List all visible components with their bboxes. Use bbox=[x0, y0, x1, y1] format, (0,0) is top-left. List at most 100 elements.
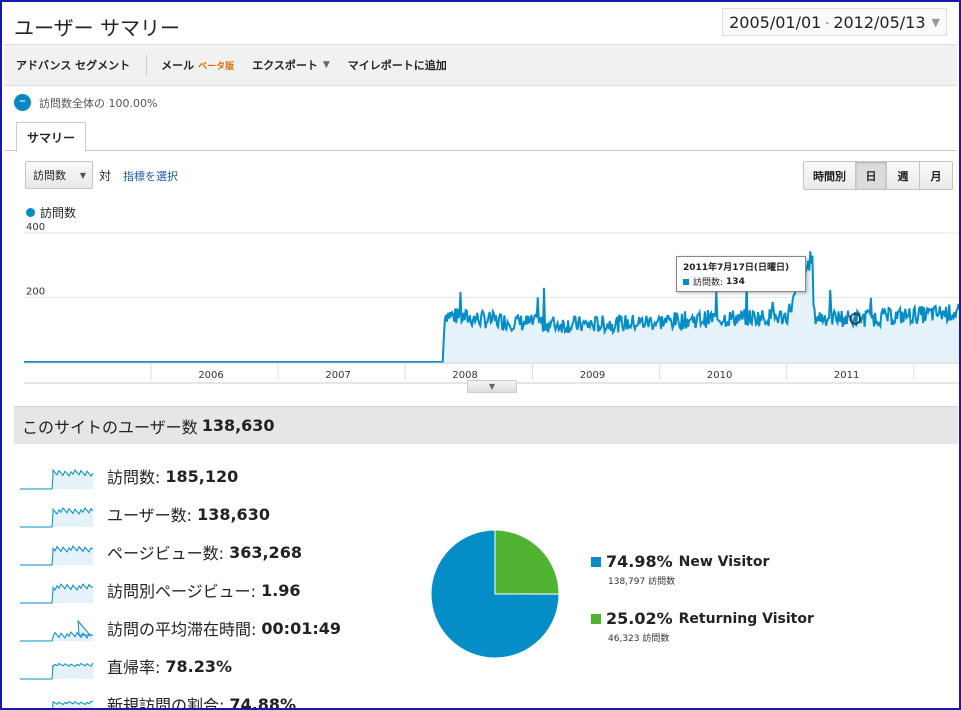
tooltip-value: 134 bbox=[726, 276, 745, 287]
choose-metric-link[interactable]: 指標を選択 bbox=[123, 170, 178, 183]
metric-label: ページビュー数: bbox=[107, 544, 225, 563]
tooltip-series-label: 訪問数: bbox=[693, 278, 724, 288]
metric-select-label: 訪問数 bbox=[33, 169, 66, 182]
visits-chart[interactable]: 4002002006200720082009201020112012 bbox=[24, 222, 959, 397]
banner-label: このサイトのユーザー数 bbox=[22, 417, 198, 437]
advanced-segments-label: アドバンス セグメント bbox=[16, 59, 131, 72]
metric-value: 00:01:49 bbox=[261, 618, 341, 638]
pie-slice[interactable] bbox=[494, 529, 560, 595]
series-area bbox=[24, 251, 959, 362]
export-label: エクスポート bbox=[252, 59, 318, 72]
segment-minus-icon[interactable]: – bbox=[14, 94, 31, 111]
metric-label: 直帰率: bbox=[107, 658, 161, 677]
granularity-day-button[interactable]: 日 bbox=[856, 162, 887, 189]
granularity-week-button[interactable]: 週 bbox=[887, 162, 920, 189]
x-tick-label: 2008 bbox=[452, 370, 477, 381]
email-label: メール bbox=[161, 59, 195, 72]
x-tick-label: 2007 bbox=[325, 370, 350, 381]
add-dashboard-label: マイレポートに追加 bbox=[347, 59, 447, 72]
metric-row[interactable]: 新規訪問の割合: 74.88% bbox=[20, 685, 400, 710]
pie-legend-name: Returning Visitor bbox=[678, 610, 814, 627]
metric-label: 訪問別ページビュー: bbox=[107, 582, 257, 601]
sparkline-icon bbox=[20, 545, 94, 566]
header: ユーザー サマリー 2005/01/01 - 2012/05/13 ▼ bbox=[4, 4, 957, 44]
tooltip-row: 訪問数: 134 bbox=[683, 275, 799, 288]
y-tick-label: 400 bbox=[26, 222, 45, 233]
tab-bar: サマリー bbox=[4, 120, 957, 152]
x-tick-label: 2010 bbox=[707, 370, 732, 381]
banner-value: 138,630 bbox=[201, 416, 275, 435]
page-title: ユーザー サマリー bbox=[14, 16, 180, 40]
users-banner: このサイトのユーザー数 138,630 bbox=[14, 406, 958, 444]
x-tick-label: 2011 bbox=[834, 370, 859, 381]
metric-row[interactable]: 直帰率: 78.23% bbox=[20, 647, 400, 685]
report-toolbar: アドバンス セグメント メール ベータ版 エクスポート ▼ マイレポートに追加 bbox=[4, 44, 957, 86]
pie-legend-item[interactable]: 25.02% Returning Visitor 46,323 訪問数 bbox=[591, 609, 814, 644]
metric-label: 訪問数: bbox=[107, 468, 161, 487]
date-separator: - bbox=[825, 15, 830, 29]
date-range-picker[interactable]: 2005/01/01 - 2012/05/13 ▼ bbox=[722, 8, 947, 36]
x-tick-label: 2009 bbox=[580, 370, 605, 381]
date-end: 2012/05/13 bbox=[833, 12, 926, 32]
hover-point[interactable] bbox=[849, 313, 861, 325]
pie-slice[interactable] bbox=[430, 529, 560, 659]
metric-value: 78.23% bbox=[165, 656, 233, 676]
chevron-down-icon: ▼ bbox=[322, 60, 330, 70]
granularity-month-button[interactable]: 月 bbox=[920, 162, 952, 189]
tooltip-date: 2011年7月17日(日曜日) bbox=[683, 263, 790, 273]
export-button[interactable]: エクスポート ▼ bbox=[252, 57, 330, 73]
date-start: 2005/01/01 bbox=[729, 12, 822, 32]
legend-square-icon bbox=[591, 556, 601, 567]
legend-label: 訪問数 bbox=[40, 206, 77, 220]
metric-label: 訪問の平均滞在時間: bbox=[107, 620, 257, 639]
chart-legend: 訪問数 bbox=[26, 204, 76, 221]
metric-row[interactable]: 訪問別ページビュー: 1.96 bbox=[20, 571, 400, 609]
email-button[interactable]: メール ベータ版 bbox=[161, 57, 234, 73]
sparkline-icon bbox=[52, 700, 94, 708]
tooltip-series-square-icon bbox=[683, 278, 689, 285]
y-tick-label: 200 bbox=[26, 287, 45, 298]
sparkline-icon bbox=[20, 468, 94, 490]
pie-legend-row: 25.02% Returning Visitor bbox=[591, 609, 814, 628]
add-to-dashboard-button[interactable]: マイレポートに追加 bbox=[348, 57, 447, 73]
advanced-segments-button[interactable]: アドバンス セグメント bbox=[16, 57, 130, 73]
granularity-hourly-button[interactable]: 時間別 bbox=[804, 162, 856, 189]
tab-summary-label: サマリー bbox=[26, 130, 75, 145]
pie-legend-count: 46,323 訪問数 bbox=[608, 634, 670, 644]
vs-label: 対 bbox=[99, 169, 112, 183]
granularity-toggle: 時間別 日 週 月 bbox=[803, 161, 953, 190]
segment-indicator[interactable]: – 訪問数全体の 100.00% bbox=[14, 94, 157, 111]
metric-value: 74.88% bbox=[229, 694, 297, 710]
metric-row[interactable]: 訪問数: 185,120 bbox=[20, 457, 400, 495]
metric-row[interactable]: ユーザー数: 138,630 bbox=[20, 495, 400, 533]
chevron-down-icon: ▼ bbox=[931, 15, 940, 29]
legend-square-icon bbox=[591, 613, 601, 624]
metric-label: 新規訪問の割合: bbox=[107, 696, 225, 710]
pie-legend-percent: 74.98% bbox=[606, 552, 673, 571]
metric-value: 363,268 bbox=[229, 542, 302, 562]
chart-svg: 4002002006200720082009201020112012 bbox=[24, 222, 959, 384]
pie-legend-count: 138,797 訪問数 bbox=[608, 577, 676, 587]
sparkline-icon bbox=[20, 662, 94, 680]
metric-label: ユーザー数: bbox=[107, 506, 193, 525]
pie-legend-percent: 25.02% bbox=[606, 609, 673, 628]
metric-select[interactable]: 訪問数 ▼ bbox=[25, 161, 93, 189]
segment-label: 訪問数全体の 100.00% bbox=[39, 96, 158, 110]
chevron-down-icon: ▼ bbox=[79, 170, 86, 180]
collapse-chart-button[interactable]: ▼ bbox=[467, 380, 517, 393]
pie-legend-item[interactable]: 74.98% New Visitor 138,797 訪問数 bbox=[591, 552, 814, 587]
x-tick-label: 2006 bbox=[198, 370, 223, 381]
sparkline-icon bbox=[20, 619, 93, 642]
metric-value: 185,120 bbox=[165, 466, 239, 486]
legend-dot-icon bbox=[26, 208, 35, 217]
pie-legend: 74.98% New Visitor 138,797 訪問数 25.02% Return… bbox=[591, 552, 814, 666]
tab-summary[interactable]: サマリー bbox=[16, 122, 86, 152]
metric-list: 訪問数: 185,120 ユーザー数: 138,630 ページビュー数: 363,268 訪… bbox=[20, 457, 400, 710]
metric-row[interactable]: ページビュー数: 363,268 bbox=[20, 533, 400, 571]
visitor-type-pie-chart[interactable] bbox=[430, 529, 560, 659]
metric-value: 1.96 bbox=[261, 580, 301, 600]
pie-legend-row: 74.98% New Visitor bbox=[591, 552, 814, 571]
metric-row[interactable]: 訪問の平均滞在時間: 00:01:49 bbox=[20, 609, 400, 647]
pie-legend-name: New Visitor bbox=[678, 553, 770, 570]
